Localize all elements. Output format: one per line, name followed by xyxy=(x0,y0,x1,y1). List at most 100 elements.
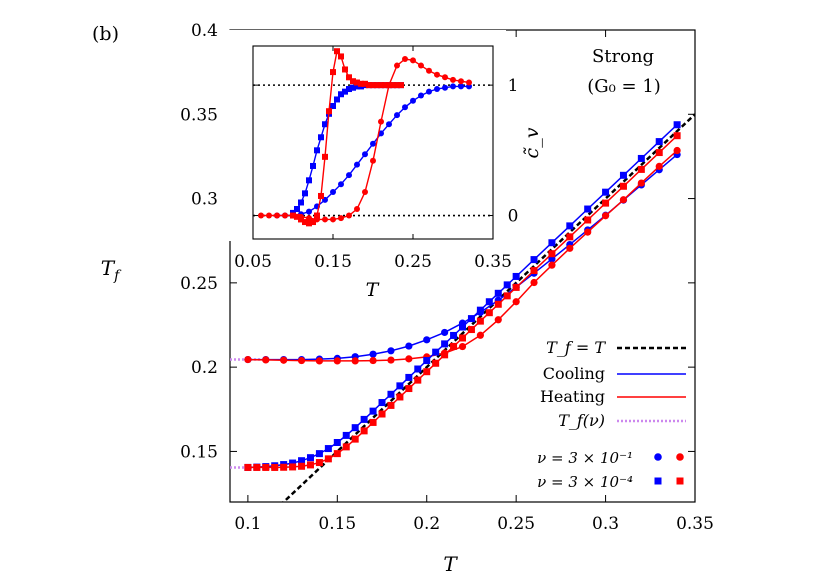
inset-series-1-point xyxy=(322,216,328,223)
main-series-3-point xyxy=(387,401,395,409)
main-series-1-point xyxy=(655,162,663,170)
inset-x-tick-label: 0.15 xyxy=(314,252,352,272)
main-series-2-point xyxy=(566,222,574,230)
main-series-1-point xyxy=(584,228,592,236)
main-series-1-point xyxy=(333,357,341,365)
inset-series-0-point xyxy=(418,92,424,99)
inset-series-2-point xyxy=(338,91,344,98)
main-series-3-point xyxy=(584,216,592,224)
main-series-3-point xyxy=(655,149,663,157)
inset-y-axis-label: c̃_v xyxy=(521,127,543,158)
main-series-1-point xyxy=(369,356,377,365)
main-series-2-point xyxy=(315,450,323,458)
legend-label-tf-nu: T_f(ν) xyxy=(558,411,605,430)
inset-series-2-point xyxy=(334,96,340,103)
x-tick-label: 0.3 xyxy=(592,514,619,534)
main-series-3-point xyxy=(271,463,279,471)
main-series-3-point xyxy=(619,182,627,190)
inset-series-3-point xyxy=(370,82,376,89)
inset-series-3-point xyxy=(394,82,400,89)
main-series-1-point xyxy=(351,357,359,365)
main-series-3-point xyxy=(673,132,681,140)
main-series-2-point xyxy=(333,438,341,446)
inset-series-2-point xyxy=(346,86,352,93)
inset-series-0-point xyxy=(458,83,464,90)
inset-series-3-point xyxy=(310,219,316,226)
main-series-3-point xyxy=(512,283,520,291)
inset-series-0-point xyxy=(442,84,448,91)
inset-series-1-point xyxy=(274,212,280,219)
inset-series-2-point xyxy=(294,206,300,213)
main-series-2-point xyxy=(360,415,368,423)
main-series-3-point xyxy=(441,351,449,359)
main-series-0-point xyxy=(423,336,431,344)
main-series-2-point xyxy=(378,399,386,407)
inset-series-3-point xyxy=(366,82,372,89)
inset-series-3-point xyxy=(358,80,364,87)
main-series-0-point xyxy=(387,347,395,355)
inset-series-0-point xyxy=(306,208,312,215)
inset-series-2-point xyxy=(342,88,348,95)
main-series-3-point xyxy=(432,359,440,367)
main-series-1-point xyxy=(566,244,574,252)
main-series-1-point xyxy=(244,355,252,364)
inset-series-3-point xyxy=(338,53,344,60)
main-series-line-3 xyxy=(247,135,678,469)
main-series-1-point xyxy=(262,356,270,364)
inset-series-1-point xyxy=(362,189,368,196)
inset-series-3-point xyxy=(294,213,300,220)
inset-y-tick-label: 0 xyxy=(508,207,519,227)
inset-background xyxy=(228,30,506,241)
x-tick-label: 0.35 xyxy=(676,514,714,534)
main-series-3-point xyxy=(253,463,261,471)
inset-series-1-point xyxy=(346,212,352,219)
main-series-1-point xyxy=(673,146,681,155)
inset-x-axis-label: T xyxy=(366,279,380,301)
legend-label-cooling: Cooling xyxy=(543,364,605,383)
main-series-3-point xyxy=(369,418,377,426)
inset-series-3-point xyxy=(362,80,368,87)
inset-series-1-point xyxy=(458,78,464,85)
x-axis-label: T xyxy=(443,552,458,576)
main-series-2-point xyxy=(619,171,627,179)
main-series-3-point xyxy=(450,342,458,350)
inset-series-0-point xyxy=(426,88,432,95)
main-series-3-point xyxy=(414,376,422,384)
main-series-3-point xyxy=(351,435,359,443)
main-plot: 0.1 0.15 0.2 0.25 0.3 0.350.150.20.250.30.350… xyxy=(92,21,714,576)
main-series-2-point xyxy=(503,281,511,289)
y-tick-label: 0.35 xyxy=(180,105,218,125)
main-series-3-point xyxy=(306,461,314,469)
inset-series-3-point xyxy=(342,66,348,73)
main-series-3-point xyxy=(602,199,610,207)
legend-label-heating: Heating xyxy=(540,387,605,406)
inset-series-1-point xyxy=(394,62,400,69)
main-series-3-point xyxy=(566,233,574,241)
inset-series-3-point xyxy=(330,69,336,76)
inset-series-3-point xyxy=(318,192,324,199)
main-series-2-point xyxy=(423,357,431,365)
main-series-0-point xyxy=(441,328,449,337)
main-series-3-point xyxy=(342,443,350,451)
main-series-1-point xyxy=(619,196,628,204)
legend-label-nu-slow: ν = 3 × 10⁻⁴ xyxy=(537,473,633,491)
inset-series-3-point xyxy=(390,82,396,89)
y-tick-label: 0.25 xyxy=(180,274,218,294)
inset-series-3-point xyxy=(350,78,356,85)
main-series-1-point xyxy=(601,212,610,220)
main-series-1-point xyxy=(637,179,645,187)
main-series-1-point xyxy=(405,355,413,363)
main-series-0-point xyxy=(405,342,413,350)
inset-x-tick-label: 0.05 xyxy=(234,252,272,272)
main-series-0-point xyxy=(369,350,377,358)
inset-series-1-point xyxy=(378,118,384,125)
main-series-2-point xyxy=(655,138,663,146)
inset-series-3-point xyxy=(302,219,308,226)
main-series-2-point xyxy=(467,315,475,323)
y-axis-label: Tf xyxy=(101,256,122,284)
main-series-1-point xyxy=(315,357,324,365)
inset-series-3-point xyxy=(326,108,332,115)
main-series-2-point xyxy=(414,365,422,373)
legend: T_f = T Cooling Heating T_f(ν) ν = 3 × 1… xyxy=(537,338,686,491)
